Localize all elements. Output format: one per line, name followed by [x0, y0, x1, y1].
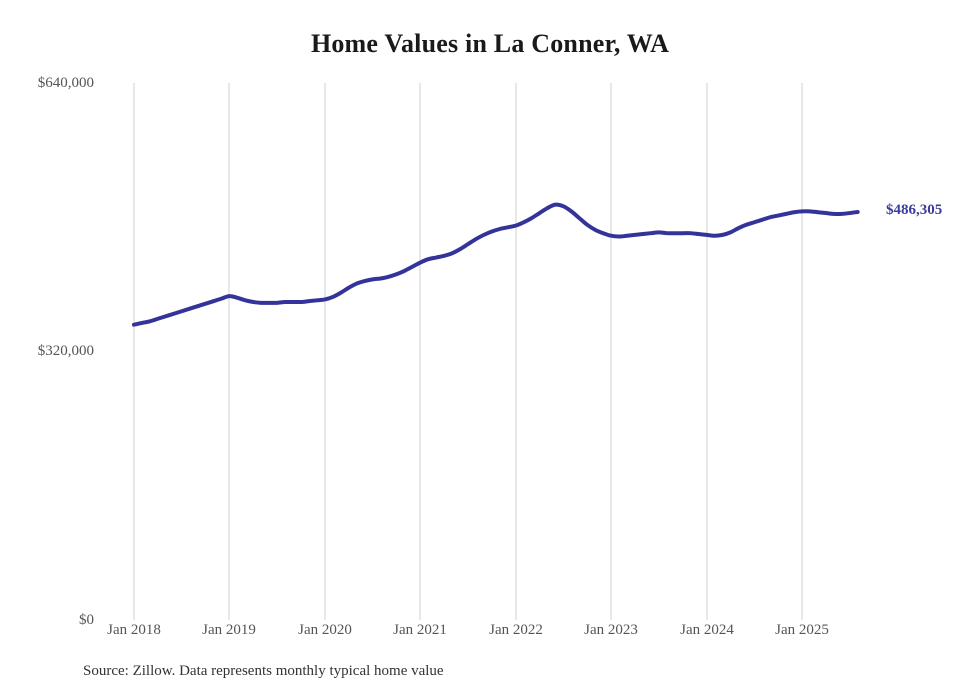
y-axis-tick-320000: $320,000: [37, 343, 94, 359]
source-note: Source: Zillow. Data represents monthly …: [83, 663, 444, 679]
home-value-line: [132, 202, 860, 327]
plot-area: [132, 83, 872, 620]
x-axis-tick-jan-2020: Jan 2020: [298, 622, 352, 638]
x-axis-tick-jan-2025: Jan 2025: [775, 622, 829, 638]
end-value-label: $486,305: [886, 201, 943, 218]
y-axis-tick-640000: $640,000: [37, 75, 94, 91]
x-axis-tick-jan-2022: Jan 2022: [489, 622, 543, 638]
series-line: [132, 202, 860, 327]
x-axis-tick-jan-2024: Jan 2024: [680, 622, 734, 638]
x-axis-tick-jan-2021: Jan 2021: [393, 622, 447, 638]
x-axis-tick-jan-2023: Jan 2023: [584, 622, 638, 638]
gridlines: [133, 83, 803, 620]
x-axis-tick-jan-2019: Jan 2019: [202, 622, 256, 638]
x-axis-tick-jan-2018: Jan 2018: [107, 622, 161, 638]
chart-title: Home Values in La Conner, WA: [310, 29, 670, 58]
y-axis-tick-0: $0: [79, 612, 94, 628]
